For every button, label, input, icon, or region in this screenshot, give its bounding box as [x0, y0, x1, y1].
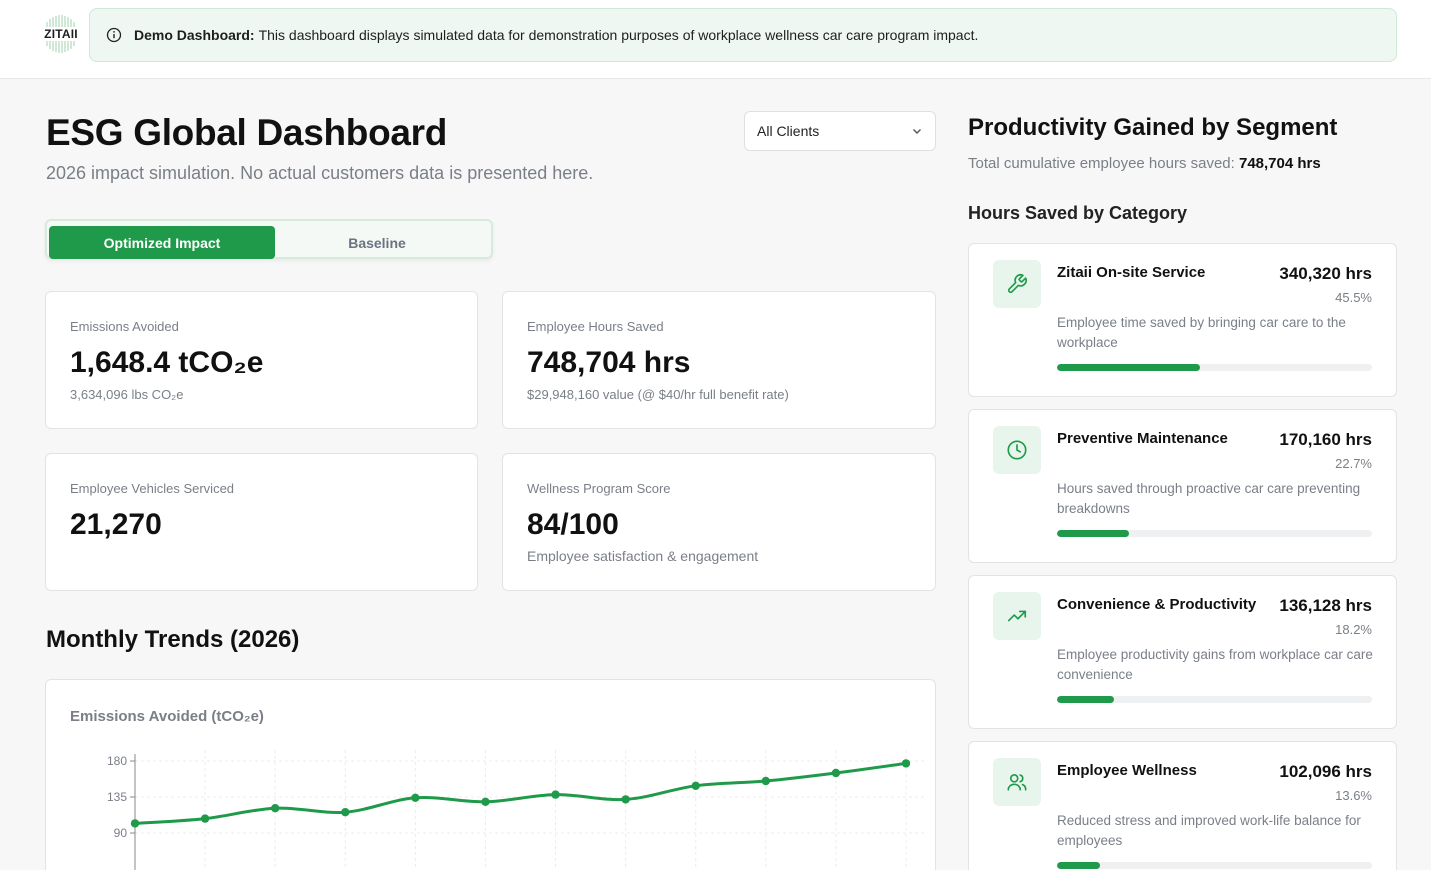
wrench-icon — [1007, 274, 1027, 294]
chart-series-line — [134, 761, 907, 825]
chart-data-point — [341, 808, 350, 817]
segment-progress-bar — [1057, 530, 1372, 537]
client-select[interactable]: All Clients — [744, 111, 936, 151]
chevron-down-icon — [913, 129, 921, 134]
emissions-chart-card: Emissions Avoided (tCO₂e) 90 135 180 — [45, 679, 936, 870]
segment-icon-box — [993, 758, 1041, 806]
card-value: 21,270 — [70, 508, 162, 541]
monthly-trends-title: Monthly Trends (2026) — [46, 626, 300, 653]
segment-icon-box — [993, 426, 1041, 474]
clock-icon — [1007, 440, 1027, 460]
total-hours-saved: Total cumulative employee hours saved: 7… — [968, 155, 1321, 172]
zitaii-logo[interactable]: ZITAII — [43, 14, 79, 54]
card-value: 748,704 hrs — [527, 346, 691, 379]
segment-icon-box — [993, 592, 1041, 640]
chart-data-point — [200, 814, 210, 823]
chart-y-tick-label: 90 — [114, 826, 128, 840]
chart-data-point — [691, 781, 700, 790]
chart-data-point — [270, 804, 280, 813]
trending-up-icon — [1007, 610, 1027, 622]
card-label: Employee Hours Saved — [527, 319, 664, 334]
logo-mark — [43, 15, 79, 53]
segment-percent: 22.7% — [1335, 456, 1372, 471]
chart-data-point — [551, 790, 560, 799]
segment-hours: 340,320 hrs — [1279, 264, 1372, 283]
page-subtitle: 2026 impact simulation. No actual custom… — [46, 163, 594, 183]
card-subtext: 3,634,096 lbs CO₂e — [70, 387, 184, 402]
chart-data-point — [831, 768, 841, 778]
segment-progress-fill — [1057, 862, 1100, 869]
card-subtext: $29,948,160 value (@ $40/hr full benefit… — [527, 387, 789, 402]
total-hours-label: Total cumulative employee hours saved: — [968, 155, 1235, 172]
segment-description: Reduced stress and improved work-life ba… — [1057, 813, 1361, 848]
toggle-optimized-impact[interactable]: Optimized Impact — [49, 226, 275, 259]
segment-description: Employee time saved by bringing car care… — [1057, 315, 1346, 350]
banner-bold-label: Demo Dashboard: — [134, 27, 255, 43]
card-label: Employee Vehicles Serviced — [70, 481, 235, 496]
segment-percent: 18.2% — [1335, 622, 1372, 637]
segment-name: Preventive Maintenance — [1057, 430, 1228, 447]
hours-by-category-title: Hours Saved by Category — [968, 203, 1188, 223]
segment-name: Convenience & Productivity — [1057, 596, 1257, 613]
card-label: Wellness Program Score — [527, 481, 671, 496]
card-value: 1,648.4 tCO₂e — [70, 346, 264, 379]
chart-data-point — [761, 776, 771, 786]
segment-description: Employee productivity gains from workpla… — [1057, 647, 1373, 682]
total-hours-value: 748,704 hrs — [1238, 155, 1321, 172]
chart-data-point — [130, 819, 140, 828]
chart-data-point — [621, 795, 630, 804]
segment-icon-box — [993, 260, 1041, 308]
card-subtext: Employee satisfaction & engagement — [527, 548, 759, 564]
demo-banner: Demo Dashboard: This dashboard displays … — [89, 8, 1397, 62]
client-select-value: All Clients — [757, 123, 820, 139]
toggle-baseline[interactable]: Baseline — [348, 234, 406, 251]
page-title: ESG Global Dashboard — [46, 112, 448, 153]
logo-text: ZITAII — [44, 27, 78, 41]
info-circle-icon — [106, 27, 122, 43]
segment-card-onsite-service: Zitaii On-site Service 340,320 hrs 45.5%… — [968, 243, 1397, 397]
segment-progress-fill — [1057, 530, 1129, 537]
wellness-score-card: Wellness Program Score 84/100 Employee s… — [502, 453, 936, 591]
top-header: ZITAII Demo Dashboard: This dashboard di… — [0, 0, 1431, 79]
segment-card-convenience-productivity: Convenience & Productivity 136,128 hrs 1… — [968, 575, 1397, 729]
segment-progress-fill — [1057, 696, 1115, 703]
segment-name: Zitaii On-site Service — [1057, 264, 1206, 281]
segment-hours: 136,128 hrs — [1279, 596, 1372, 615]
segment-hours: 102,096 hrs — [1279, 762, 1372, 781]
productivity-title: Productivity Gained by Segment — [968, 114, 1338, 141]
segment-progress-bar — [1057, 696, 1372, 703]
chart-data-point — [481, 797, 490, 806]
employee-hours-card: Employee Hours Saved 748,704 hrs $29,948… — [502, 291, 936, 429]
chart-y-tick-label: 135 — [107, 790, 127, 804]
segment-percent: 13.6% — [1335, 788, 1372, 803]
vehicles-serviced-card: Employee Vehicles Serviced 21,270 — [45, 453, 478, 591]
card-label: Emissions Avoided — [70, 319, 179, 334]
chart-title: Emissions Avoided (tCO₂e) — [70, 708, 264, 725]
segment-progress-fill — [1057, 364, 1201, 371]
banner-text: This dashboard displays simulated data f… — [258, 27, 979, 43]
segment-hours: 170,160 hrs — [1279, 430, 1372, 449]
segment-description: Hours saved through proactive car care p… — [1057, 481, 1361, 516]
emissions-avoided-card: Emissions Avoided 1,648.4 tCO₂e 3,634,09… — [45, 291, 478, 429]
segment-card-preventive-maintenance: Preventive Maintenance 170,160 hrs 22.7%… — [968, 409, 1397, 563]
segment-percent: 45.5% — [1335, 290, 1372, 305]
segment-card-employee-wellness: Employee Wellness 102,096 hrs 13.6% Redu… — [968, 741, 1397, 870]
segment-name: Employee Wellness — [1057, 762, 1197, 779]
emissions-line-chart: 90 135 180 — [107, 750, 926, 870]
segment-progress-bar — [1057, 364, 1372, 371]
chart-data-point — [901, 759, 911, 768]
impact-toggle: Optimized Impact Baseline — [45, 219, 493, 259]
chart-y-tick-label: 180 — [107, 754, 127, 768]
segment-progress-bar — [1057, 862, 1372, 869]
card-value: 84/100 — [527, 508, 619, 541]
users-icon — [1007, 774, 1027, 791]
chart-data-point — [411, 793, 420, 802]
